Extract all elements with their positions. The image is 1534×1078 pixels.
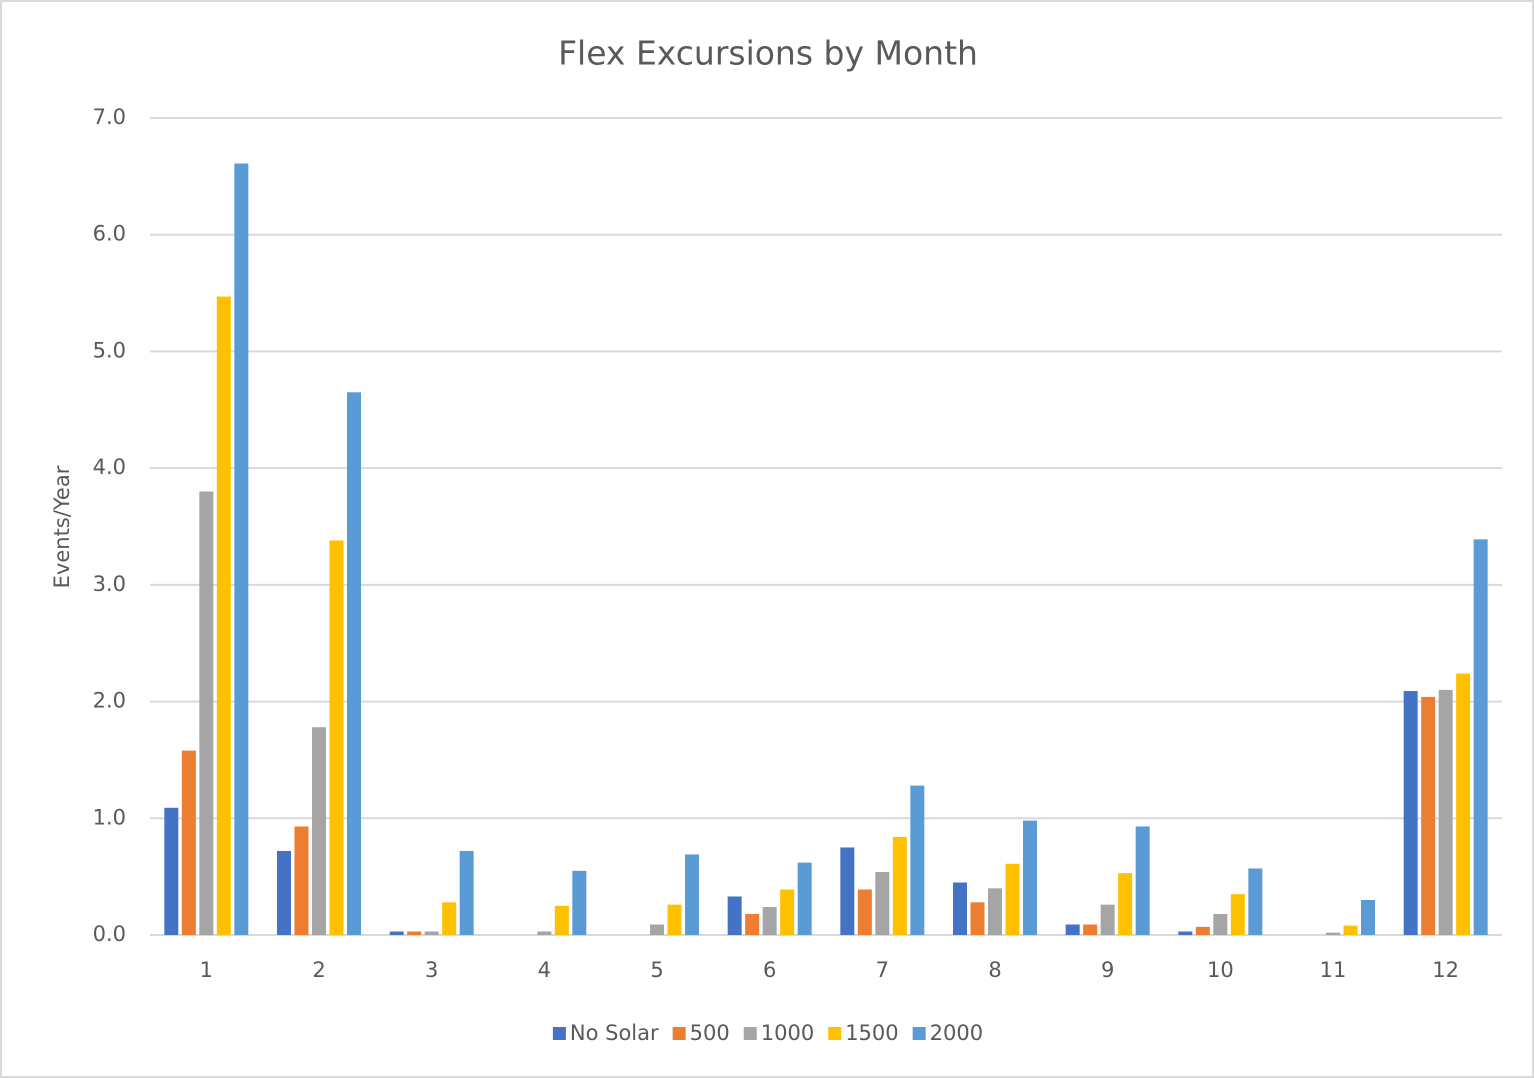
bar	[407, 931, 422, 935]
bar	[1195, 926, 1210, 935]
x-tick-label: 12	[1432, 958, 1459, 982]
bar	[1248, 868, 1263, 935]
bar	[312, 727, 326, 935]
legend-label: No Solar	[570, 1021, 659, 1045]
bar	[1178, 931, 1193, 935]
legend-swatch	[828, 1027, 842, 1040]
bar	[389, 931, 404, 935]
x-tick-label: 9	[1101, 958, 1114, 982]
bar	[988, 888, 1002, 935]
bar	[554, 905, 569, 935]
bar	[1421, 696, 1436, 935]
x-tick-label: 11	[1320, 958, 1347, 982]
bar	[199, 491, 214, 935]
x-tick-label: 6	[763, 958, 776, 982]
bar	[892, 836, 907, 935]
bar	[181, 750, 196, 935]
x-tick-label: 7	[876, 958, 889, 982]
bar	[797, 862, 812, 935]
bar	[650, 924, 664, 935]
x-tick-label: 3	[425, 958, 438, 982]
y-tick-label: 7.0	[93, 105, 126, 129]
bar	[164, 807, 179, 935]
bar	[1456, 673, 1471, 935]
bar	[857, 889, 872, 935]
bar	[1403, 691, 1418, 935]
bar	[1361, 899, 1375, 935]
chart-title: Flex Excursions by Month	[558, 34, 978, 73]
x-tick-label: 10	[1207, 958, 1234, 982]
legend-swatch	[912, 1027, 926, 1040]
legend-swatch	[743, 1027, 757, 1040]
bar	[910, 785, 925, 935]
y-tick-label: 0.0	[93, 922, 126, 946]
bar	[685, 854, 699, 935]
bar	[1473, 539, 1488, 935]
bar	[745, 913, 760, 935]
bar	[1326, 932, 1340, 935]
bar	[537, 931, 552, 935]
legend-swatch	[672, 1027, 686, 1040]
bar	[459, 850, 474, 935]
bar	[1065, 924, 1080, 935]
bar	[1135, 826, 1150, 935]
bar	[294, 826, 309, 935]
bar	[727, 896, 742, 935]
y-tick-label: 3.0	[93, 572, 126, 596]
bar	[1023, 820, 1037, 935]
bar	[1118, 873, 1133, 935]
y-axis-label: Events/Year	[50, 465, 74, 588]
bar	[216, 296, 231, 935]
y-tick-label: 5.0	[93, 338, 126, 362]
bar	[762, 906, 777, 935]
x-tick-label: 8	[988, 958, 1001, 982]
y-tick-label: 6.0	[93, 222, 126, 246]
bar	[1230, 894, 1245, 935]
x-tick-label: 4	[538, 958, 551, 982]
bar	[1213, 913, 1228, 935]
bar	[572, 870, 587, 935]
legend-label: 1000	[761, 1021, 814, 1045]
bar	[1438, 689, 1453, 935]
bar	[667, 904, 682, 935]
x-tick-label: 2	[312, 958, 325, 982]
bar	[970, 902, 985, 935]
bar	[875, 871, 890, 935]
bar	[1343, 925, 1358, 935]
bar	[1100, 904, 1115, 935]
bar	[953, 882, 967, 935]
y-tick-label: 2.0	[93, 689, 126, 713]
bar	[1005, 863, 1020, 935]
legend-label: 1500	[845, 1021, 898, 1045]
legend-label: 500	[690, 1021, 730, 1045]
bar	[234, 163, 249, 936]
x-tick-label: 5	[650, 958, 663, 982]
legend-label: 2000	[930, 1021, 983, 1045]
bar	[424, 931, 439, 935]
y-tick-label: 1.0	[93, 805, 126, 829]
bar	[277, 850, 291, 935]
bar	[1083, 924, 1098, 935]
bar	[329, 540, 344, 935]
bar	[840, 847, 855, 935]
bar	[442, 902, 457, 935]
bar	[347, 392, 361, 935]
y-tick-label: 4.0	[93, 455, 126, 479]
x-tick-label: 1	[200, 958, 213, 982]
bar	[780, 889, 795, 935]
legend-swatch	[552, 1027, 566, 1040]
